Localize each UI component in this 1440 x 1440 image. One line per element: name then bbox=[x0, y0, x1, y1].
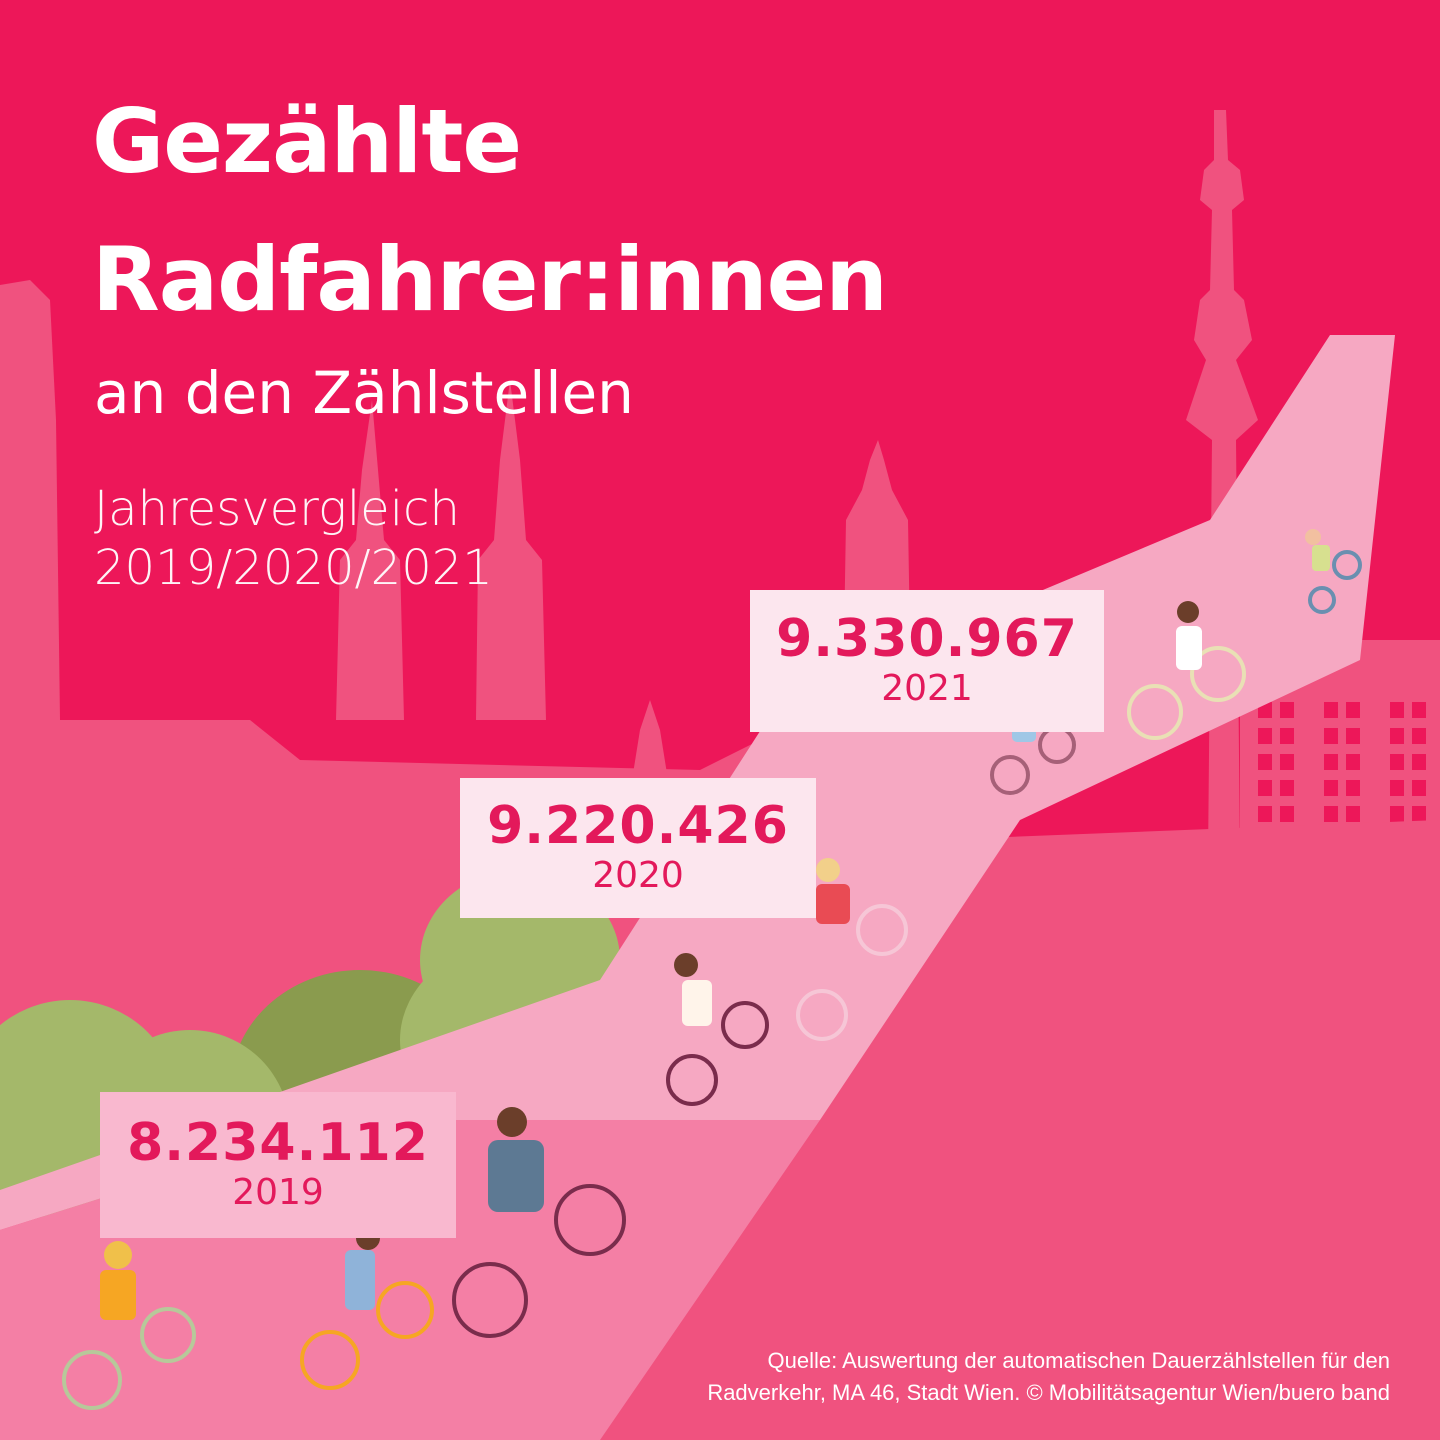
window bbox=[1390, 806, 1404, 822]
window bbox=[1324, 728, 1338, 744]
window bbox=[1280, 702, 1294, 718]
cyclist-5 bbox=[796, 858, 908, 1041]
cyclist-4 bbox=[666, 953, 769, 1106]
window bbox=[1390, 780, 1404, 796]
window bbox=[1412, 754, 1426, 770]
window bbox=[1324, 754, 1338, 770]
window bbox=[1280, 728, 1294, 744]
window bbox=[1412, 702, 1426, 718]
window bbox=[1280, 806, 1294, 822]
window bbox=[1258, 728, 1272, 744]
window bbox=[1412, 780, 1426, 796]
cyclist-7 bbox=[1127, 601, 1246, 740]
cathedral-spire-right bbox=[476, 380, 546, 720]
window bbox=[1412, 806, 1426, 822]
year-label-2020: 2020 bbox=[592, 854, 684, 896]
window bbox=[1390, 728, 1404, 744]
window bbox=[1258, 806, 1272, 822]
cathedral-spire-left bbox=[336, 400, 404, 720]
cyclist-8 bbox=[1305, 529, 1362, 614]
source-line-2: Radverkehr, MA 46, Stadt Wien. © Mobilit… bbox=[707, 1379, 1390, 1405]
building-windows bbox=[1258, 702, 1426, 848]
window bbox=[1390, 702, 1404, 718]
window bbox=[1324, 806, 1338, 822]
window bbox=[1258, 780, 1272, 796]
year-label-2019: 2019 bbox=[232, 1171, 324, 1213]
comparison-label: Jahresvergleich 2019/2020/2021 bbox=[94, 480, 493, 597]
window bbox=[1412, 728, 1426, 744]
cyclist-3 bbox=[452, 1107, 626, 1338]
value-label-2021: 9.330.967 bbox=[776, 609, 1078, 670]
title-line-2: Radfahrer:innen bbox=[92, 228, 888, 331]
value-label-2019: 8.234.112 bbox=[127, 1113, 429, 1174]
window bbox=[1346, 780, 1360, 796]
value-label-2020: 9.220.426 bbox=[487, 796, 789, 857]
window bbox=[1280, 780, 1294, 796]
window bbox=[1346, 702, 1360, 718]
title-line-1: Gezählte bbox=[92, 90, 522, 193]
value-box-2019: 8.234.112 2019 bbox=[100, 1092, 456, 1238]
left-tower bbox=[0, 280, 60, 720]
comparison-line-2: 2019/2020/2021 bbox=[94, 539, 493, 596]
source-line-1: Quelle: Auswertung der automatischen Dau… bbox=[767, 1348, 1390, 1373]
window bbox=[1346, 728, 1360, 744]
value-box-2020: 9.220.426 2020 bbox=[460, 778, 816, 918]
window bbox=[1346, 754, 1360, 770]
window bbox=[1258, 754, 1272, 770]
arrow-road bbox=[0, 335, 1395, 1230]
comparison-line-1: Jahresvergleich bbox=[94, 481, 460, 537]
window bbox=[1324, 780, 1338, 796]
window bbox=[1280, 754, 1294, 770]
cyclist-1 bbox=[62, 1241, 196, 1410]
source-note: Quelle: Auswertung der automatischen Dau… bbox=[707, 1345, 1390, 1409]
danube-tower bbox=[1186, 110, 1258, 860]
subtitle: an den Zählstellen bbox=[94, 359, 634, 427]
window bbox=[1324, 702, 1338, 718]
window bbox=[1390, 754, 1404, 770]
value-box-2021: 9.330.967 2021 bbox=[750, 590, 1104, 732]
year-label-2021: 2021 bbox=[881, 667, 973, 709]
window bbox=[1346, 806, 1360, 822]
small-tower bbox=[632, 700, 668, 780]
